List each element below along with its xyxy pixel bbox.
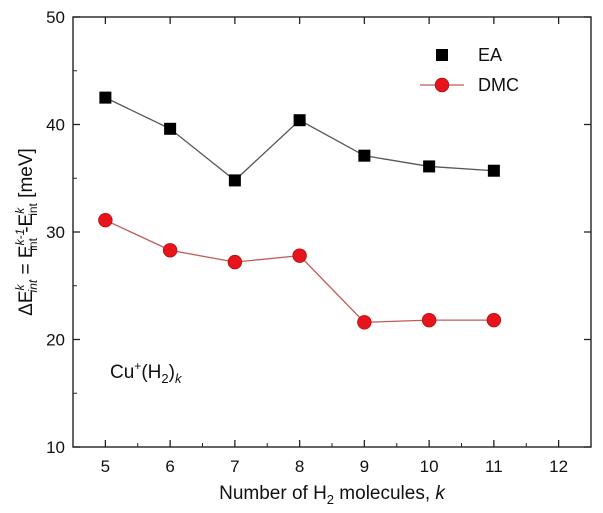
y-tick-label: 40	[46, 116, 65, 135]
x-tick-label: 7	[230, 457, 239, 476]
data-point-dmc	[98, 212, 113, 228]
data-point-ea	[99, 91, 112, 104]
legend-label-ea: EA	[478, 45, 502, 65]
legend-marker-ea	[436, 49, 448, 61]
x-tick-label: 5	[101, 457, 110, 476]
data-point-ea	[228, 174, 241, 187]
axis-ticks: 5 6 7 8 9 10 11 12 10 20 30 40 50	[46, 8, 592, 476]
y-tick-label: 30	[46, 223, 65, 242]
x-tick-label: 9	[360, 457, 369, 476]
data-point-dmc	[292, 248, 307, 263]
data-point-dmc	[357, 315, 372, 330]
y-tick-label: 50	[46, 8, 65, 27]
legend: EA DMC	[420, 45, 519, 95]
data-point-dmc	[162, 243, 178, 258]
x-tick-label: 10	[420, 457, 439, 476]
series-line-ea	[105, 97, 494, 182]
data-point-ea	[164, 122, 177, 135]
data-point-dmc	[421, 312, 437, 328]
x-tick-label: 12	[549, 457, 568, 476]
y-tick-label: 10	[46, 438, 65, 457]
x-axis-title: Number of H2 molecules, k	[219, 483, 446, 507]
data-point-dmc	[486, 312, 502, 328]
x-tick-label: 11	[485, 457, 503, 476]
x-tick-label: 8	[295, 457, 304, 476]
data-point-ea	[423, 160, 436, 173]
data-point-dmc	[227, 254, 243, 270]
annotation-formula: Cu+(H2)k	[110, 359, 183, 386]
data-point-ea	[358, 149, 371, 162]
x-tick-label: 6	[165, 457, 174, 476]
series-line-dmc	[105, 219, 494, 323]
legend-label-dmc: DMC	[478, 75, 519, 95]
data-point-ea	[487, 164, 500, 177]
y-axis-title: ΔEkint = Ek-1int -Ekint [meV]	[13, 148, 40, 316]
series-layer	[98, 91, 502, 330]
legend-marker-dmc	[434, 77, 450, 93]
data-point-ea	[293, 114, 306, 127]
y-tick-label: 20	[46, 331, 65, 350]
